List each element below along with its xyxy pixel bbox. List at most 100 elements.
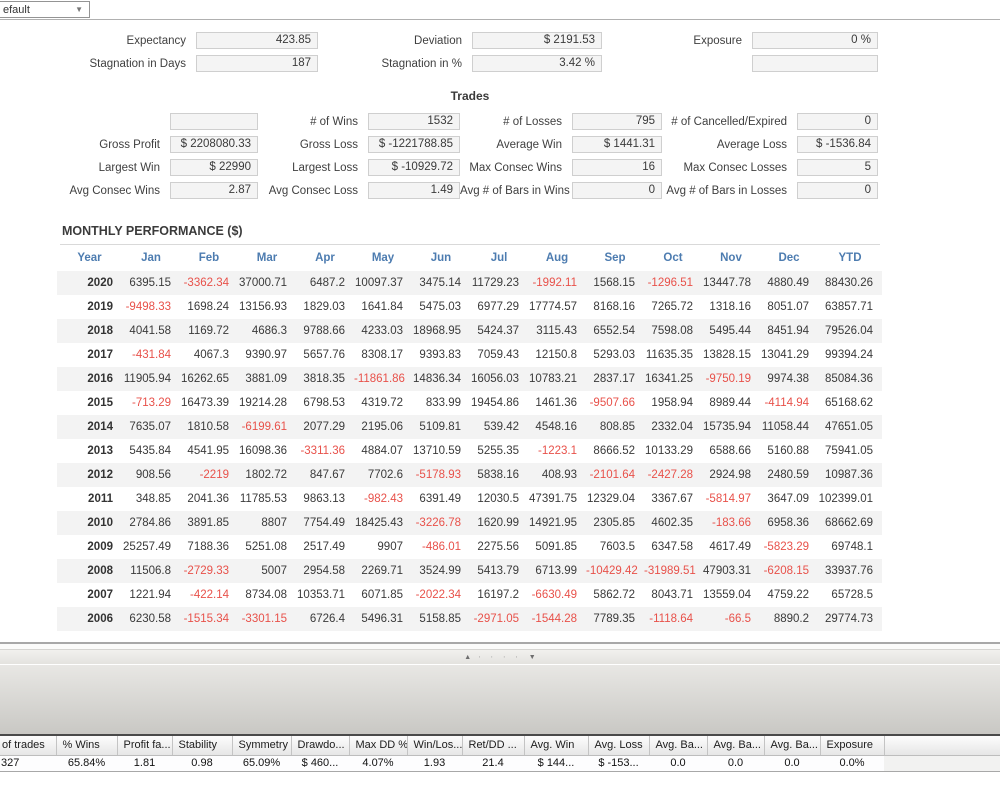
monthly-row: 2016 11905.94 16262.65 3881.09 3818.35 -11861… bbox=[57, 367, 882, 391]
results-cell[interactable]: 4.07% bbox=[349, 755, 407, 772]
monthly-cell: 5255.35 bbox=[477, 445, 519, 457]
monthly-cell: -3362.34 bbox=[180, 271, 238, 295]
monthly-cell: 2837.17 bbox=[586, 367, 644, 391]
results-col-header[interactable]: Ret/DD ... bbox=[461, 736, 524, 756]
collapse-down-icon[interactable]: ▼ bbox=[528, 653, 536, 661]
monthly-cell: 6958.36 bbox=[760, 511, 818, 535]
monthly-cell: 2954.58 bbox=[296, 559, 354, 583]
monthly-cell: -5178.93 bbox=[412, 463, 470, 487]
monthly-cell: 1169.72 bbox=[180, 319, 238, 343]
monthly-cell: 6713.99 bbox=[528, 559, 586, 583]
results-cell[interactable]: 0.0% bbox=[820, 755, 884, 772]
field-value: $ 2191.53 bbox=[472, 32, 602, 49]
monthly-cell: -5814.97 bbox=[705, 493, 751, 505]
results-cell[interactable]: 65.84% bbox=[56, 755, 117, 772]
preset-dropdown[interactable]: efault ▼ bbox=[0, 1, 90, 18]
monthly-year: 2012 bbox=[57, 463, 122, 487]
field-value: $ -1221788.85 bbox=[368, 136, 460, 153]
results-col-header[interactable]: Symmetry bbox=[231, 736, 291, 756]
results-col-header[interactable]: Avg. Loss bbox=[587, 736, 649, 756]
monthly-cell: 3524.99 bbox=[412, 559, 470, 583]
monthly-cell: 9863.13 bbox=[303, 493, 345, 505]
results-cell[interactable]: 1.93 bbox=[407, 755, 462, 772]
results-row-filler bbox=[884, 755, 1000, 772]
monthly-cell: 2195.06 bbox=[354, 415, 412, 439]
results-col-header[interactable]: Avg. Ba... bbox=[706, 736, 764, 756]
monthly-cell: 8734.08 bbox=[245, 589, 287, 601]
field-label: Deviation bbox=[414, 34, 462, 47]
monthly-cell: -486.01 bbox=[421, 541, 461, 553]
trades-section: Trades # of Wins 1532 # of Losses 795 # of C… bbox=[0, 89, 1000, 202]
monthly-cell: 5862.72 bbox=[593, 589, 635, 601]
results-cell[interactable]: 0.0 bbox=[764, 755, 820, 772]
monthly-row: 2013 5435.84 4541.95 16098.36 -3311.36 4884.0… bbox=[57, 439, 882, 463]
field-value: 5 bbox=[797, 159, 878, 176]
collapse-up-icon[interactable]: ▲ bbox=[464, 653, 472, 661]
monthly-cell: 9390.97 bbox=[245, 349, 287, 361]
monthly-cell: -2971.05 bbox=[470, 607, 528, 631]
monthly-cell: 4067.3 bbox=[193, 349, 229, 361]
field-value: 795 bbox=[572, 113, 662, 130]
results-col-header[interactable]: % Wins bbox=[55, 736, 117, 756]
monthly-cell: -11861.86 bbox=[354, 367, 412, 391]
monthly-cell: -713.29 bbox=[131, 397, 171, 409]
monthly-cell: -6208.15 bbox=[760, 559, 818, 583]
results-col-header[interactable]: Avg. Win bbox=[523, 736, 588, 756]
chevron-down-icon: ▼ bbox=[75, 5, 83, 14]
monthly-cell: 7265.72 bbox=[651, 301, 693, 313]
monthly-cell: 3367.67 bbox=[651, 493, 693, 505]
results-cell[interactable]: $ 144... bbox=[524, 755, 588, 772]
results-row[interactable]: 327 65.84% 1.81 0.98 65.09% $ 460... 4.07% 1.93… bbox=[0, 755, 1000, 772]
monthly-cell: 8168.16 bbox=[593, 301, 635, 313]
results-cell[interactable]: 65.09% bbox=[232, 755, 291, 772]
monthly-cell: -1223.1 bbox=[537, 445, 577, 457]
stats-grid: Expectancy 423.85 Deviation $ 2191.53 Exposu… bbox=[0, 29, 1000, 75]
results-cell[interactable]: 0.98 bbox=[172, 755, 232, 772]
monthly-cell: 8051.07 bbox=[767, 301, 809, 313]
monthly-cell: 65728.5 bbox=[831, 589, 873, 601]
results-cell[interactable]: $ 460... bbox=[291, 755, 349, 772]
monthly-cell: 7754.49 bbox=[296, 511, 354, 535]
field-label: Largest Win bbox=[98, 161, 160, 174]
results-col-header[interactable]: Win/Los... bbox=[406, 736, 462, 756]
monthly-performance-table: Year Jan Feb Mar Apr May Jun Jul Aug Sep Oct Nov Dec… bbox=[57, 245, 882, 631]
monthly-cell: 1802.72 bbox=[238, 463, 296, 487]
results-col-header[interactable]: of trades bbox=[0, 736, 56, 756]
monthly-cell: 7598.08 bbox=[644, 319, 702, 343]
field-label: Exposure bbox=[693, 34, 742, 47]
results-cell[interactable]: 0.0 bbox=[649, 755, 707, 772]
results-cell[interactable]: 0.0 bbox=[707, 755, 764, 772]
splitter-handle[interactable]: ▲ ∙ ∙ ∙ ∙ ▼ bbox=[0, 650, 1000, 664]
monthly-cell: 5007 bbox=[238, 559, 296, 583]
monthly-cell: -1992.11 bbox=[528, 271, 586, 295]
field-value: 1532 bbox=[368, 113, 460, 130]
field-value: 0 bbox=[797, 113, 878, 130]
results-cell[interactable]: 21.4 bbox=[462, 755, 524, 772]
monthly-cell: 11058.44 bbox=[760, 415, 818, 439]
results-col-header[interactable]: Max DD % bbox=[348, 736, 407, 756]
monthly-cell: 5475.03 bbox=[419, 301, 461, 313]
results-header-filler bbox=[883, 736, 1000, 756]
monthly-cell: -9507.66 bbox=[589, 397, 635, 409]
monthly-cell: 833.99 bbox=[425, 397, 461, 409]
monthly-cell: 79526.04 bbox=[818, 319, 882, 343]
monthly-cell: 88430.26 bbox=[818, 271, 882, 295]
monthly-cell: 6230.58 bbox=[122, 607, 180, 631]
monthly-cell: 8043.71 bbox=[651, 589, 693, 601]
results-cell[interactable]: $ -153... bbox=[588, 755, 649, 772]
field-label: Stagnation in Days bbox=[89, 57, 186, 70]
results-cell[interactable]: 327 bbox=[0, 755, 56, 772]
monthly-cell: 7789.35 bbox=[586, 607, 644, 631]
monthly-cell: 18425.43 bbox=[354, 511, 412, 535]
monthly-cell: 13447.78 bbox=[702, 271, 760, 295]
results-col-header[interactable]: Stability bbox=[171, 736, 232, 756]
monthly-cell: 47651.05 bbox=[818, 415, 882, 439]
results-col-header[interactable]: Exposure bbox=[819, 736, 884, 756]
results-col-header[interactable]: Profit fa... bbox=[116, 736, 172, 756]
monthly-cell: 99394.24 bbox=[825, 349, 873, 361]
splitter-grip-dots[interactable]: ∙ ∙ ∙ ∙ bbox=[478, 652, 522, 661]
results-col-header[interactable]: Avg. Ba... bbox=[763, 736, 820, 756]
results-cell[interactable]: 1.81 bbox=[117, 755, 172, 772]
results-col-header[interactable]: Drawdo... bbox=[290, 736, 349, 756]
results-col-header[interactable]: Avg. Ba... bbox=[648, 736, 707, 756]
